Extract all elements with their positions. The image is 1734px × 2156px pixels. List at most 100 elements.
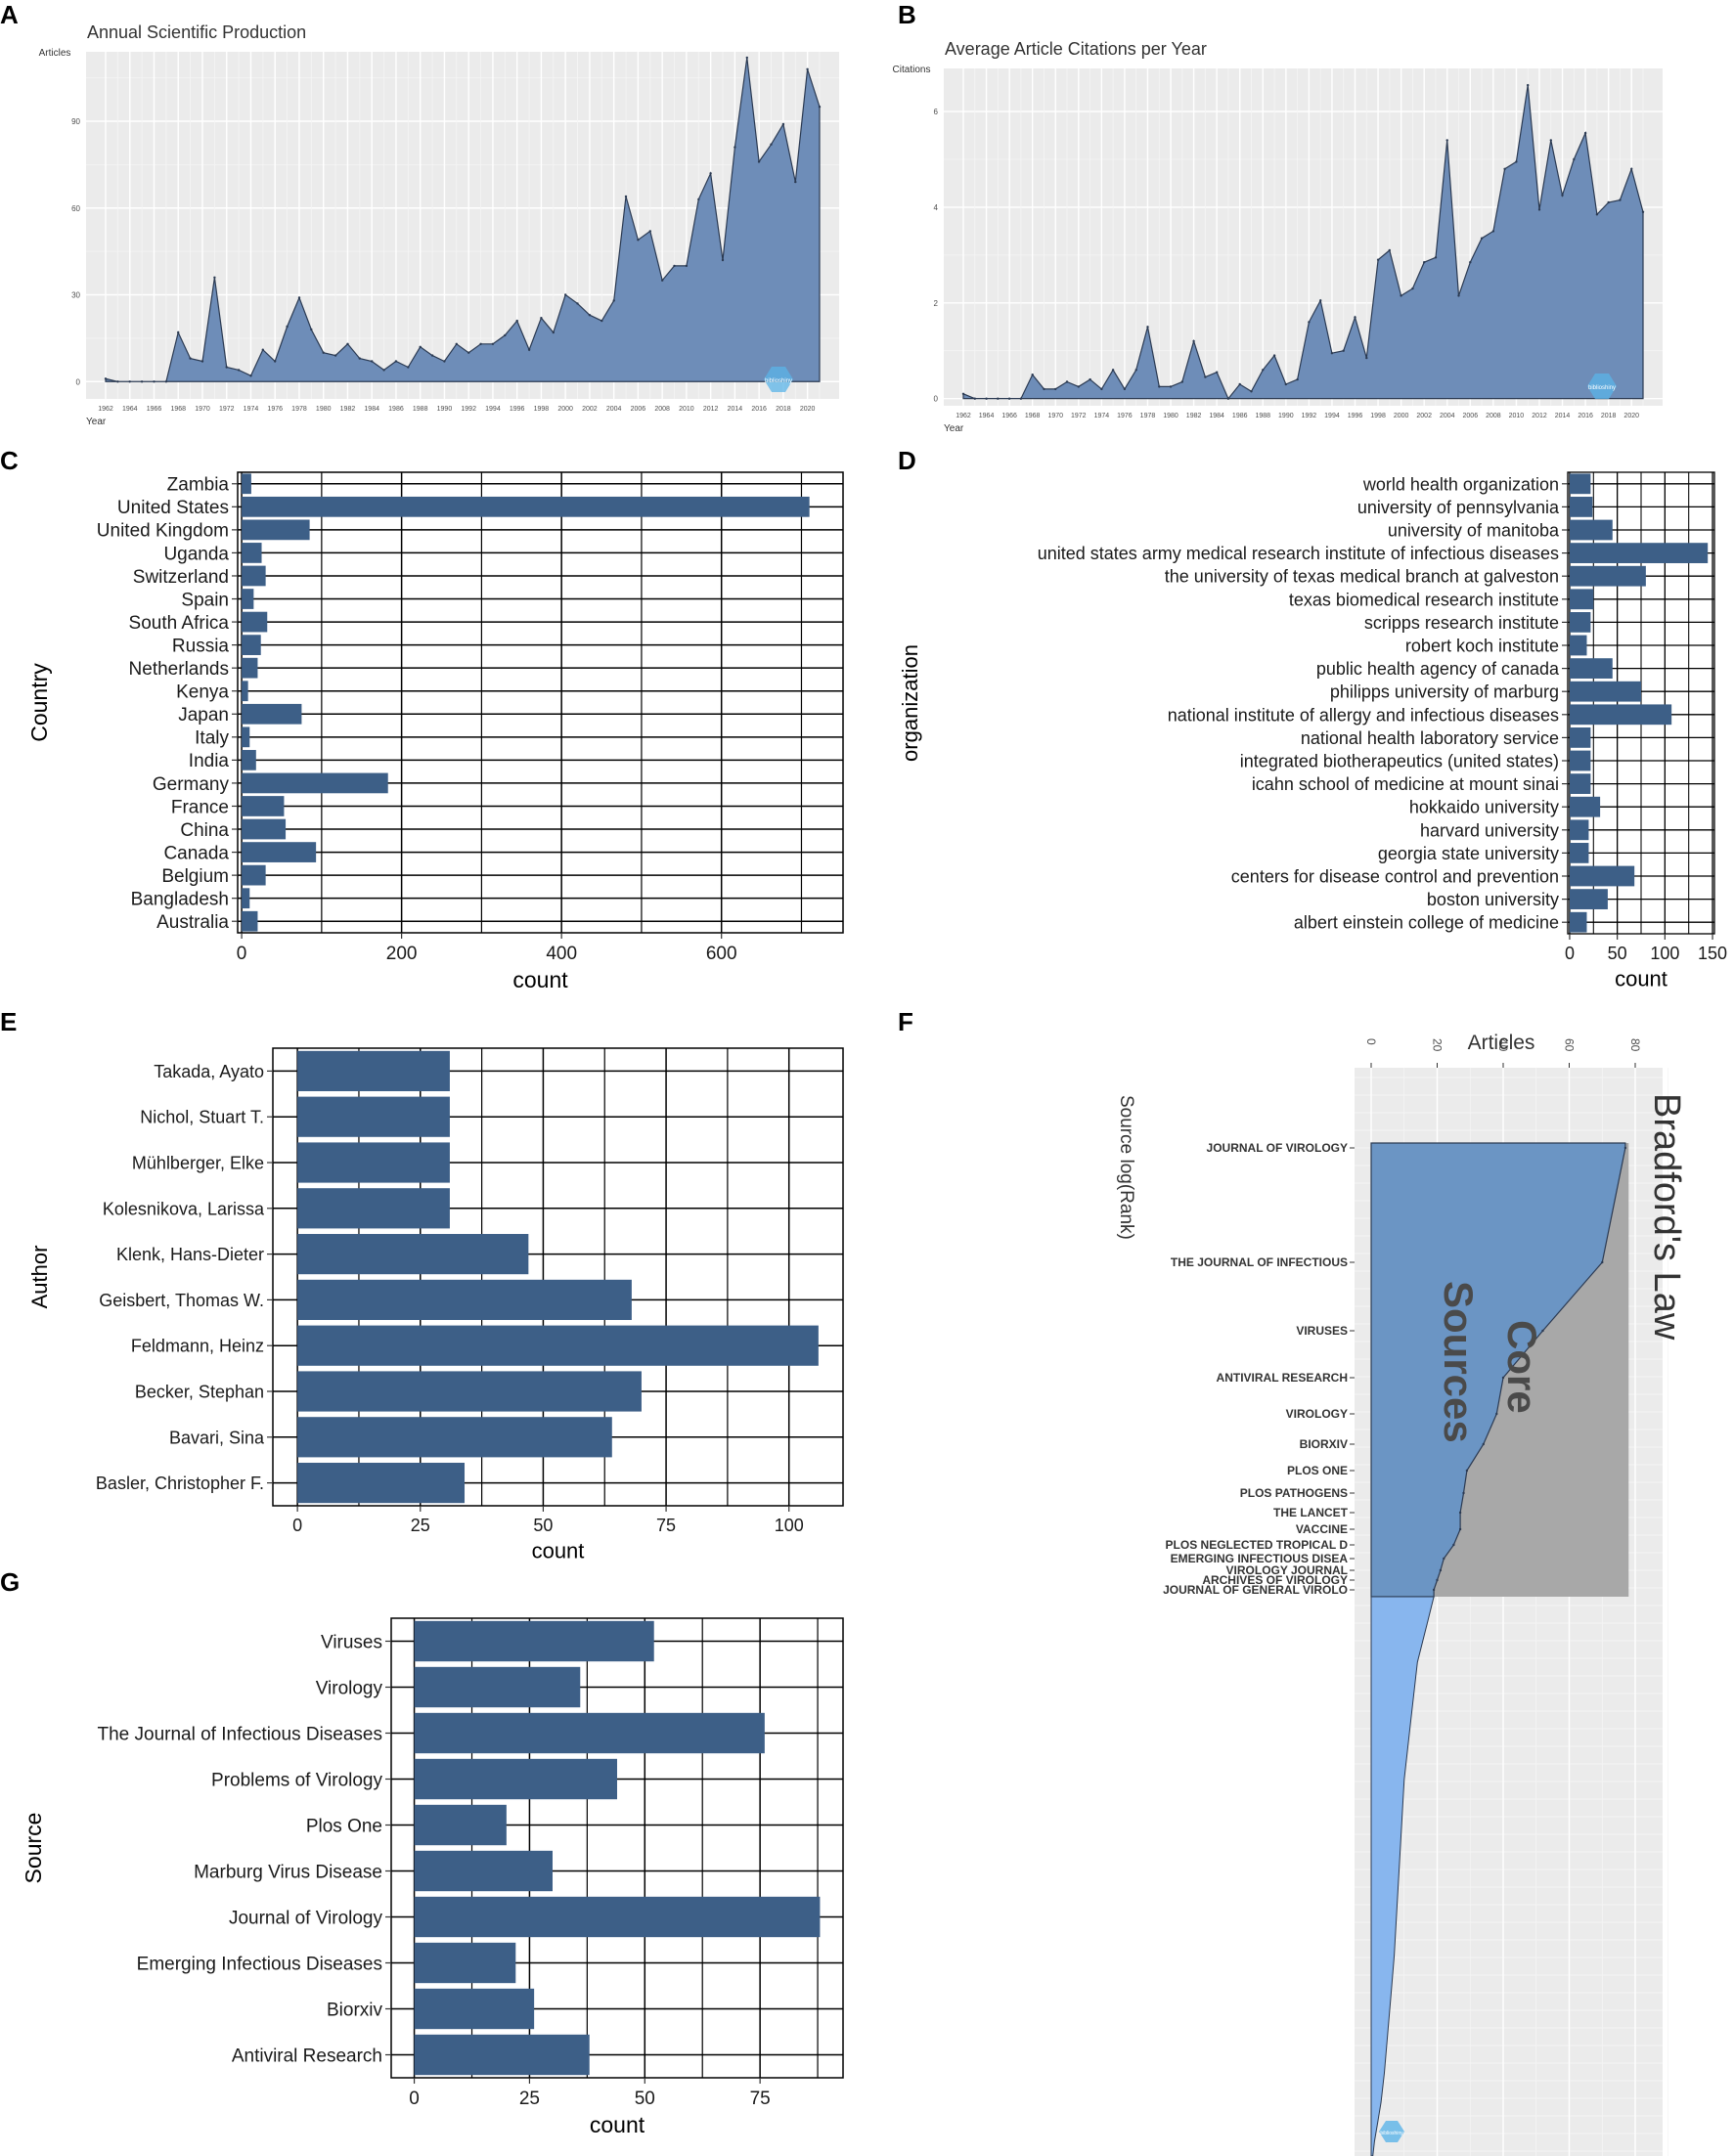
data-point	[1423, 261, 1426, 264]
data-point	[346, 342, 349, 345]
bar-journal-of-virology	[414, 1896, 821, 1938]
source-label: VACCINE	[1296, 1522, 1348, 1536]
bar-bavari-sina	[297, 1417, 612, 1458]
data-point	[1158, 385, 1161, 388]
bar-integrated-biotherapeutics-united-states	[1569, 750, 1591, 771]
data-point	[297, 296, 301, 299]
y-tick-label: Japan	[178, 705, 229, 726]
source-label: THE LANCET	[1273, 1506, 1349, 1519]
x-tick-label: 20	[1431, 1038, 1445, 1052]
data-point	[806, 67, 809, 71]
data-point	[1134, 369, 1137, 372]
bar-italy	[242, 726, 250, 748]
y-tick-label: Biorxiv	[327, 2000, 383, 2020]
x-tick-label: 1986	[388, 406, 404, 413]
x-tick-label: 0	[237, 944, 247, 964]
data-point	[1623, 1146, 1627, 1150]
x-axis-title: count	[512, 967, 568, 992]
y-tick-label: philipps university of marburg	[1330, 682, 1559, 702]
data-point	[1100, 387, 1103, 391]
x-tick-label: 100	[775, 1516, 804, 1535]
data-point	[1573, 157, 1576, 161]
bar-the-journal-of-infectious-diseases	[414, 1712, 765, 1754]
source-label: ARCHIVES OF VIROLOGY	[1202, 1573, 1348, 1587]
y-tick-label: Takada, Ayato	[154, 1062, 264, 1081]
bar-south-africa	[242, 611, 268, 633]
data-point	[1169, 385, 1173, 388]
data-point	[1284, 382, 1288, 386]
data-point	[479, 342, 482, 345]
y-tick-label: Marburg Virus Disease	[194, 1862, 382, 1882]
data-point	[153, 380, 156, 383]
x-tick-label: 1994	[1324, 413, 1340, 419]
y-axis-title: Citations	[893, 65, 931, 75]
bar-albert-einstein-college-of-medicine	[1569, 911, 1587, 933]
organization-bar-chart: world health organization university of p…	[898, 471, 1727, 991]
x-tick-label: 100	[1650, 944, 1679, 963]
y-tick-label: 60	[71, 204, 80, 213]
bar-university-of-pennsylvania	[1569, 497, 1593, 517]
data-point	[1296, 377, 1299, 381]
data-point	[1342, 349, 1345, 352]
x-tick-label: 400	[546, 944, 577, 964]
x-tick-label: 1966	[1001, 413, 1017, 419]
y-tick-label: Germany	[153, 774, 230, 795]
data-point	[1089, 377, 1091, 381]
panel-b-letter: B	[898, 0, 916, 29]
bar-zambia	[242, 473, 251, 495]
x-tick-label: 1974	[244, 406, 259, 413]
x-tick-label: 600	[706, 944, 737, 964]
bar-robert-koch-institute	[1569, 635, 1587, 656]
y-tick-label: Antiviral Research	[232, 2046, 382, 2066]
data-point	[333, 354, 337, 357]
bar-plos-one	[414, 1804, 507, 1846]
data-point	[527, 348, 531, 351]
data-point	[1443, 1557, 1445, 1561]
data-point	[697, 198, 700, 201]
y-tick-label: Zambia	[167, 475, 230, 496]
y-axis-title: Author	[27, 1246, 52, 1309]
y-tick-label: 4	[934, 203, 939, 212]
x-tick-label: 1998	[534, 406, 550, 413]
data-point	[1495, 1412, 1498, 1416]
x-tick-label: 0	[1565, 944, 1575, 963]
bar-virology	[414, 1666, 581, 1708]
y-tick-label: United States	[117, 498, 229, 518]
data-point	[515, 319, 518, 323]
x-tick-label: 1980	[316, 406, 332, 413]
data-point	[1445, 139, 1448, 142]
bradfords-law-chart: JOURNAL OF VIROLOGY THE JOURNAL OF INFECT…	[1116, 1032, 1687, 2156]
y-tick-label: South Africa	[129, 613, 230, 634]
x-tick-label: 1984	[1209, 413, 1224, 419]
x-tick-label: 2012	[703, 406, 719, 413]
y-tick-label: China	[180, 820, 229, 841]
data-point	[382, 369, 385, 372]
x-tick-label: 1968	[170, 406, 186, 413]
x-tick-label: 2018	[776, 406, 791, 413]
bar-united-states	[242, 496, 810, 517]
data-point	[1439, 1568, 1443, 1572]
data-point	[1541, 1329, 1544, 1333]
x-tick-label: 1976	[1117, 413, 1133, 419]
y-tick-label: 0	[934, 395, 939, 404]
x-tick-label: 0	[292, 1516, 302, 1535]
bar-public-health-agency-of-canada	[1569, 658, 1613, 679]
x-tick-label: 150	[1698, 944, 1727, 963]
data-point	[1452, 1543, 1455, 1547]
x-axis-title: Year	[86, 417, 107, 427]
bar-national-institute-of-allergy-and-infectious-diseases	[1569, 704, 1672, 726]
data-point	[371, 360, 374, 363]
x-tick-label: 2002	[1416, 413, 1432, 419]
data-point	[973, 397, 976, 400]
data-point	[1527, 83, 1530, 87]
x-tick-label: 2016	[1578, 413, 1593, 419]
x-axis-title: count	[532, 1539, 585, 1563]
data-point	[1503, 167, 1506, 170]
x-axis-title: count	[1615, 967, 1667, 991]
y-axis-title: Source	[21, 1813, 46, 1884]
bar-canada	[242, 842, 317, 862]
y-tick-label: robert koch institute	[1405, 636, 1559, 655]
source-label: PLOS NEGLECTED TROPICAL D	[1166, 1538, 1349, 1552]
panel-g-letter: G	[0, 1567, 20, 1597]
